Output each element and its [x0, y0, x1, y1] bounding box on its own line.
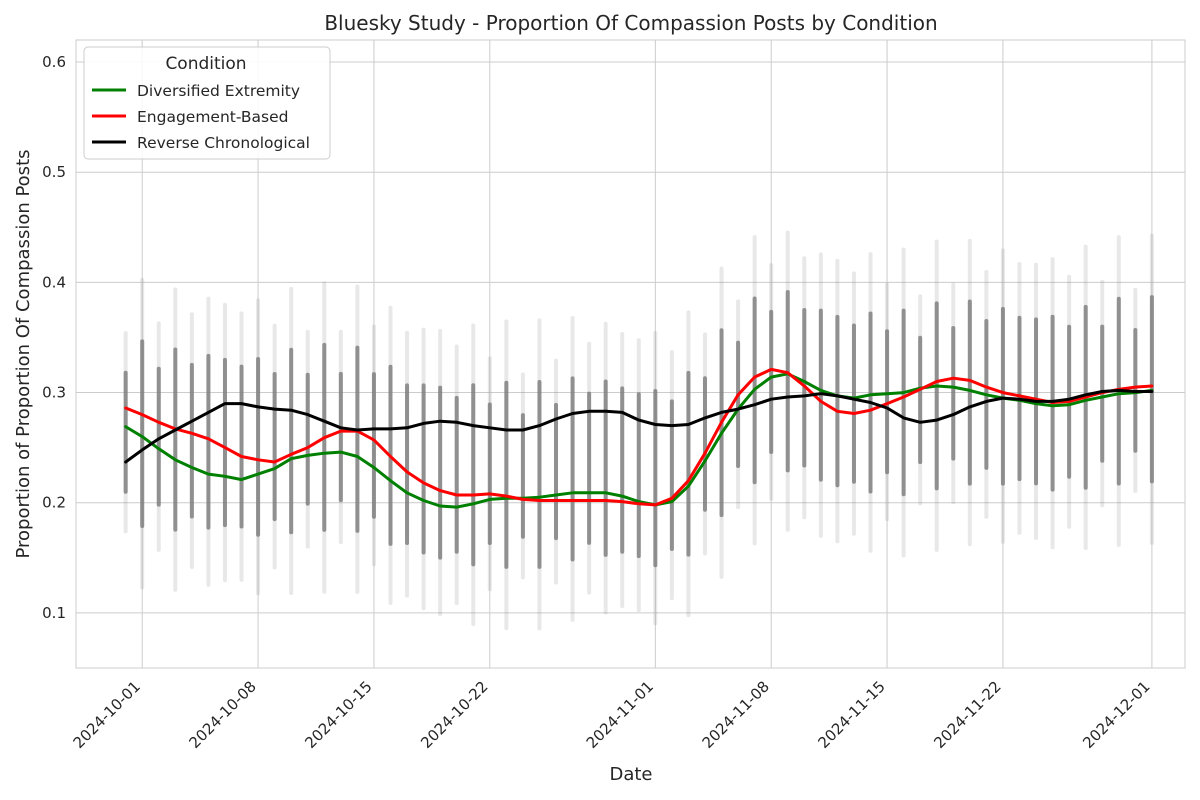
legend-label-diversified-extremity: Diversified Extremity	[137, 82, 300, 100]
y-tick-label: 0.1	[42, 604, 66, 622]
y-tick-labels: 0.1 0.2 0.3 0.4 0.5 0.6	[42, 53, 66, 622]
plot-frame	[75, 39, 1186, 669]
y-tick-label: 0.2	[42, 494, 66, 512]
y-tick-label: 0.3	[42, 384, 66, 402]
legend-label-engagement-based: Engagement-Based	[137, 108, 289, 126]
x-axis-label: Date	[609, 764, 652, 785]
legend-label-reverse-chronological: Reverse Chronological	[137, 134, 310, 152]
series-line-reverse-chronological	[124, 388, 1154, 464]
y-tick-label: 0.4	[42, 273, 66, 291]
legend-title: Condition	[165, 54, 246, 74]
legend-box	[83, 46, 331, 160]
series-line-diversified-extremity	[124, 372, 1154, 509]
y-tick-label: 0.5	[42, 163, 66, 181]
chart-title: Bluesky Study - Proportion Of Compassion…	[324, 11, 937, 35]
scatter-points	[123, 230, 1154, 631]
y-axis-label: Proportion of Proportion Of Compassion P…	[13, 150, 34, 559]
series-line-engagement-based	[124, 367, 1154, 507]
y-tick-label: 0.6	[42, 53, 66, 71]
series-lines	[124, 367, 1154, 509]
legend: Condition Diversified Extremity Engageme…	[83, 46, 331, 160]
